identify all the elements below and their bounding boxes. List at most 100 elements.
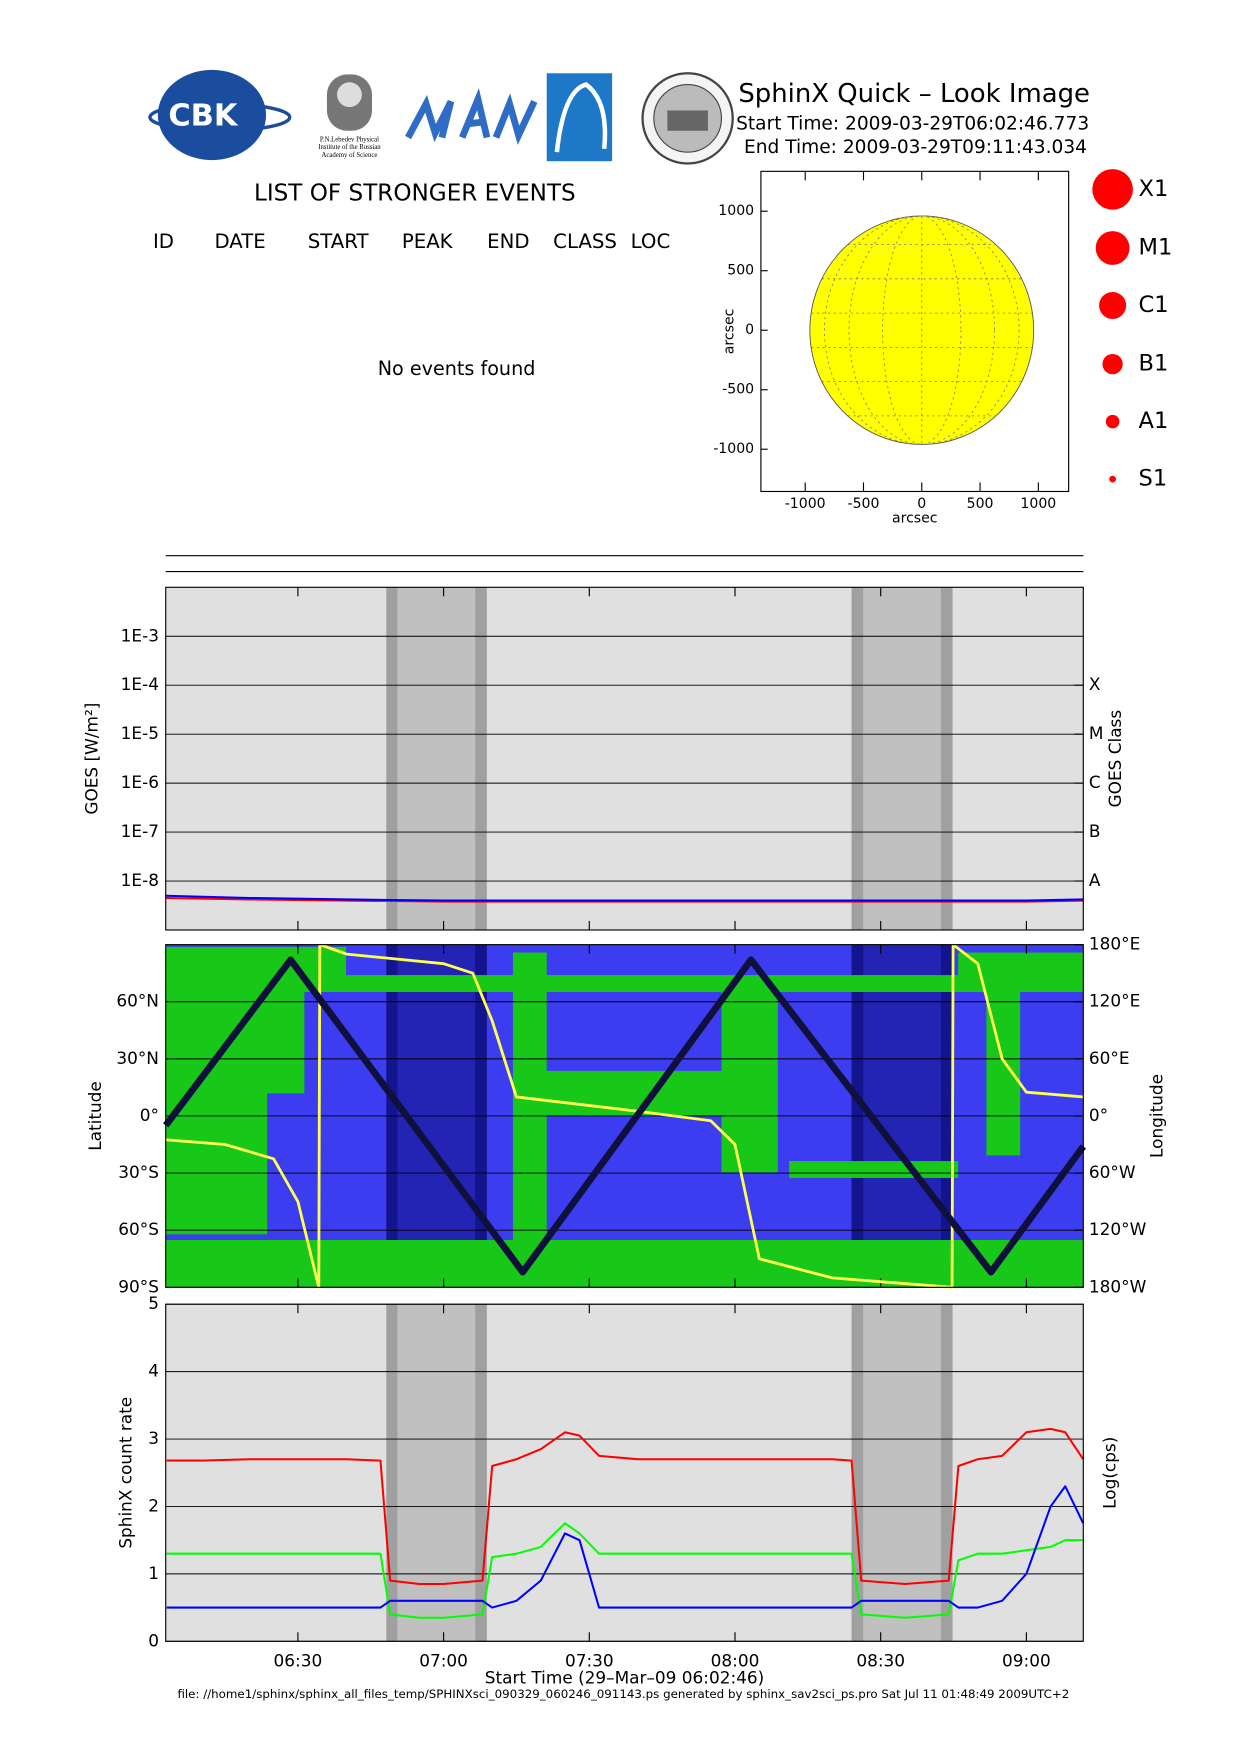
series-line <box>166 1485 1085 1609</box>
events-column: LOC <box>631 230 671 253</box>
y2-axis-label: Log(cps) <box>1099 1437 1119 1509</box>
y2-axis-label: Longitude <box>1147 1074 1167 1158</box>
foreground-layer: -1000 -500 0 500 1000 -1000 -500 0 500 1000 arcsec… <box>81 170 1167 1687</box>
plot-frame <box>165 944 1084 1288</box>
x-axis-label: arcsec <box>892 511 938 527</box>
class-label: B1 <box>1139 351 1169 377</box>
y-tick-label: 0 <box>148 1630 159 1650</box>
events-column: START <box>308 230 370 253</box>
y-tick-label: 60°S <box>118 1219 159 1239</box>
class-marker <box>1109 475 1116 483</box>
y-tick-label: -1000 <box>713 441 754 457</box>
land <box>789 1161 959 1178</box>
events-column: DATE <box>214 230 265 253</box>
x-tick-label: 09:00 <box>1002 1651 1051 1671</box>
y-tick-label: 0 <box>745 322 754 338</box>
umbra-band <box>863 587 941 930</box>
y-tick-label: 1E-4 <box>121 674 159 694</box>
y2-tick-label: 180°E <box>1089 934 1140 954</box>
class-marker <box>1095 231 1130 265</box>
logo-ikr <box>546 73 613 162</box>
umbra-band <box>397 587 476 930</box>
logo-cbk: CBK <box>148 69 292 161</box>
y-axis-label: arcsec <box>721 309 737 355</box>
x-tick-label: 06:30 <box>274 1651 323 1671</box>
class-marker <box>1102 353 1123 375</box>
x-tick-label: 500 <box>967 496 994 512</box>
end-time: End Time: 2009-03-29T09:11:43.034 <box>744 137 1087 158</box>
x-tick-label: 1000 <box>1020 496 1056 512</box>
land <box>721 991 778 1173</box>
y-tick-label: 1E-5 <box>121 723 159 743</box>
y2-tick-label: 120°E <box>1089 991 1140 1011</box>
events-column: END <box>487 230 529 253</box>
events-column: ID <box>153 230 174 253</box>
start-time: Start Time: 2009-03-29T06:02:46.773 <box>736 113 1089 134</box>
series-line <box>166 1522 1084 1619</box>
class-marker <box>1105 414 1120 429</box>
land <box>541 1070 722 1116</box>
y2-tick-label: M <box>1089 723 1104 743</box>
class-label: C1 <box>1139 292 1169 318</box>
logo-mian <box>405 88 538 145</box>
x-tick-label: 07:00 <box>419 1651 468 1671</box>
y-tick-label: 30°S <box>118 1162 159 1182</box>
y-tick-label: 2 <box>148 1495 159 1515</box>
logo-university <box>641 72 734 165</box>
y2-tick-label: A <box>1089 870 1101 890</box>
logo-text: Academy of Science <box>322 152 378 159</box>
y-tick-label: 5 <box>148 1293 159 1313</box>
series-line <box>165 894 1084 902</box>
y-axis-label: Latitude <box>85 1081 105 1151</box>
footer: file: //home1/sphinx/sphinx_all_files_te… <box>177 1687 1069 1701</box>
x-tick-label: 0 <box>917 496 926 512</box>
logo-text: Institute of the Russian <box>318 144 381 151</box>
plot-frame <box>165 586 1084 931</box>
x-tick-label: 08:00 <box>711 1651 760 1671</box>
y-tick-label: 4 <box>148 1361 159 1381</box>
x-axis-label: Start Time (29–Mar–09 06:02:46) <box>485 1667 765 1687</box>
class-marker <box>1092 169 1133 210</box>
y2-tick-label: 0° <box>1089 1105 1108 1125</box>
x-tick-label: 08:30 <box>856 1651 905 1671</box>
y-tick-label: 3 <box>148 1428 159 1448</box>
y-axis-label: GOES [W/m²] <box>81 703 101 815</box>
land <box>259 991 305 1094</box>
y-tick-label: 1E-3 <box>121 625 159 645</box>
land <box>165 991 268 1235</box>
y-tick-label: -500 <box>722 382 754 398</box>
y-tick-label: 1E-6 <box>121 772 159 792</box>
y-tick-label: 500 <box>727 263 754 279</box>
class-label: M1 <box>1139 234 1173 260</box>
y-tick-label: 60°N <box>116 991 159 1011</box>
y-tick-label: 0° <box>140 1105 159 1125</box>
y2-tick-label: 60°E <box>1089 1048 1130 1068</box>
land <box>958 952 1084 987</box>
y-tick-label: 90°S <box>118 1276 159 1296</box>
logo-text: CBK <box>168 99 239 134</box>
class-label: X1 <box>1139 176 1169 202</box>
disk-meridian <box>882 215 962 445</box>
title: SphinX Quick – Look Image <box>738 79 1090 109</box>
events-column: PEAK <box>402 230 454 253</box>
y2-tick-label: 120°W <box>1089 1219 1147 1239</box>
events-title: LIST OF STRONGER EVENTS <box>254 180 576 206</box>
events-message: No events found <box>378 357 536 380</box>
land <box>165 946 347 981</box>
y-tick-label: 1000 <box>718 203 754 219</box>
series-line <box>165 943 1084 1289</box>
logo-text: P.N.Lebedev Physical <box>320 136 379 143</box>
y-tick-label: 1E-7 <box>121 821 159 841</box>
plot-frame <box>760 170 1070 493</box>
class-marker <box>1099 291 1127 320</box>
y2-tick-label: 180°W <box>1089 1276 1147 1296</box>
umbra-band <box>397 1304 476 1642</box>
x-tick-label: -1000 <box>785 496 826 512</box>
land <box>165 1239 1084 1288</box>
y-tick-label: 1E-8 <box>121 870 159 890</box>
umbra-band <box>863 1304 941 1642</box>
y2-tick-label: X <box>1089 674 1101 694</box>
y2-tick-label: C <box>1089 772 1101 792</box>
